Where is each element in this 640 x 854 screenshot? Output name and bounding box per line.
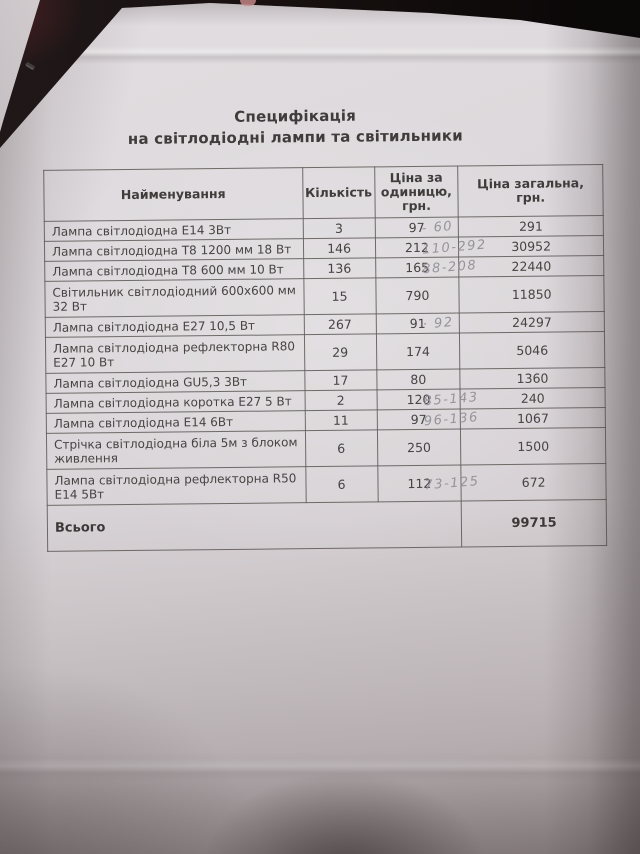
header-quantity: Кількість [302,166,375,219]
spec-table-body: Лампа світлодіодна Е14 3Вт 3 97- 60 291 Ламп… [44,215,607,506]
item-unit-price: 80 [376,369,461,390]
item-quantity: 136 [303,257,376,279]
handwritten-price-note: · 92 [422,314,455,333]
item-total-price: 22440 [458,255,604,278]
item-total-price: 291 [458,215,604,238]
header-name: Найменування [43,167,303,222]
item-quantity: 17 [304,369,377,391]
table-row: Світильник світлодіодний 600х600 мм 32 В… [44,275,605,318]
item-total-price: 24297 [459,311,605,334]
item-name: Лампа світлодіодна Т8 1200 мм 18 Вт [44,238,304,262]
item-unit-price: 790 [375,277,460,314]
unit-price-printed: 212 [404,239,429,256]
item-name: Лампа світлодіодна Е27 10,5 Вт [45,314,305,338]
item-name: Лампа світлодіодна рефлекторна R80 Е27 1… [45,334,305,374]
item-total-price: 240 [460,387,606,410]
unit-price-printed: 80 [410,371,427,388]
table-header-row: Найменування Кількість Ціна за одиницю, … [43,164,604,222]
unit-price-printed: 250 [407,439,432,456]
table-row: Лампа світлодіодна рефлекторна R80 Е27 1… [45,331,605,374]
unit-price-printed: 120 [406,391,431,408]
item-name: Світильник світлодіодний 600х600 мм 32 В… [44,278,304,318]
document-title: Специфікація на світлодіодні лампи та св… [43,104,548,151]
item-total-price: 1360 [460,367,606,390]
item-unit-price: 91 · 92 [375,313,460,334]
specification-table: Найменування Кількість Ціна за одиницю, … [43,164,608,552]
item-quantity: 146 [303,237,376,259]
item-total-price: 672 [461,463,607,502]
item-unit-price: 120 85-143 [376,389,479,410]
item-name: Лампа світлодіодна рефлекторна R50 Е14 5… [46,466,306,506]
item-unit-price: 165 88-208 [375,257,478,278]
item-total-price: 1500 [460,427,606,466]
background-object [240,0,256,6]
item-total-price: 30952 [458,235,604,258]
item-quantity: 6 [305,465,378,503]
unit-price-printed: 790 [405,287,430,304]
item-unit-price: 97 96-136 [376,409,479,430]
item-quantity: 11 [304,409,377,431]
unit-price-printed: 174 [406,343,431,360]
item-unit-price: 174 [375,333,461,370]
item-quantity: 267 [303,313,376,335]
header-total-price: Ціна загальна, грн. [457,164,604,218]
item-quantity: 3 [302,217,375,239]
item-unit-price: 250 [376,429,462,466]
item-total-price: 1067 [460,407,606,430]
total-label: Всього [47,501,462,552]
unit-price-printed: 97 [410,411,427,428]
table-row: Лампа світлодіодна рефлекторна R50 Е14 5… [46,463,607,506]
item-name: Лампа світлодіодна GU5,3 3Вт [45,370,305,394]
total-row: Всього 99715 [47,499,607,552]
unit-price-printed: 165 [405,259,430,276]
item-name: Лампа світлодіодна коротка Е27 5 Вт [46,390,305,414]
handwritten-price-note: - 60 [421,218,454,237]
item-quantity: 15 [303,277,376,315]
item-name: Лампа світлодіодна Е14 3Вт [44,218,304,242]
table-row: Стрічка світлодіодна біла 5м з блоком жи… [46,427,606,470]
header-unit-price: Ціна за одиницю, грн. [374,166,459,218]
unit-price-printed: 97 [408,219,425,236]
unit-price-printed: 112 [407,475,432,492]
item-name: Лампа світлодіодна Е14 6Вт [46,410,306,434]
item-name: Стрічка світлодіодна біла 5м з блоком жи… [46,430,306,470]
item-quantity: 2 [304,389,377,411]
item-quantity: 6 [305,429,378,467]
title-line-2: на світлодіодні лампи та світильники [127,126,464,149]
unit-price-printed: 91 [409,315,426,332]
item-unit-price: 97- 60 [374,217,459,238]
item-total-price: 11850 [459,275,605,314]
item-total-price: 5046 [459,331,605,370]
item-name: Лампа світлодіодна Т8 600 мм 10 Вт [44,258,304,282]
item-quantity: 29 [304,333,377,371]
item-unit-price: 212 110-292 [374,237,487,258]
item-unit-price: 112 73-125 [377,465,480,502]
total-value: 99715 [461,499,607,548]
